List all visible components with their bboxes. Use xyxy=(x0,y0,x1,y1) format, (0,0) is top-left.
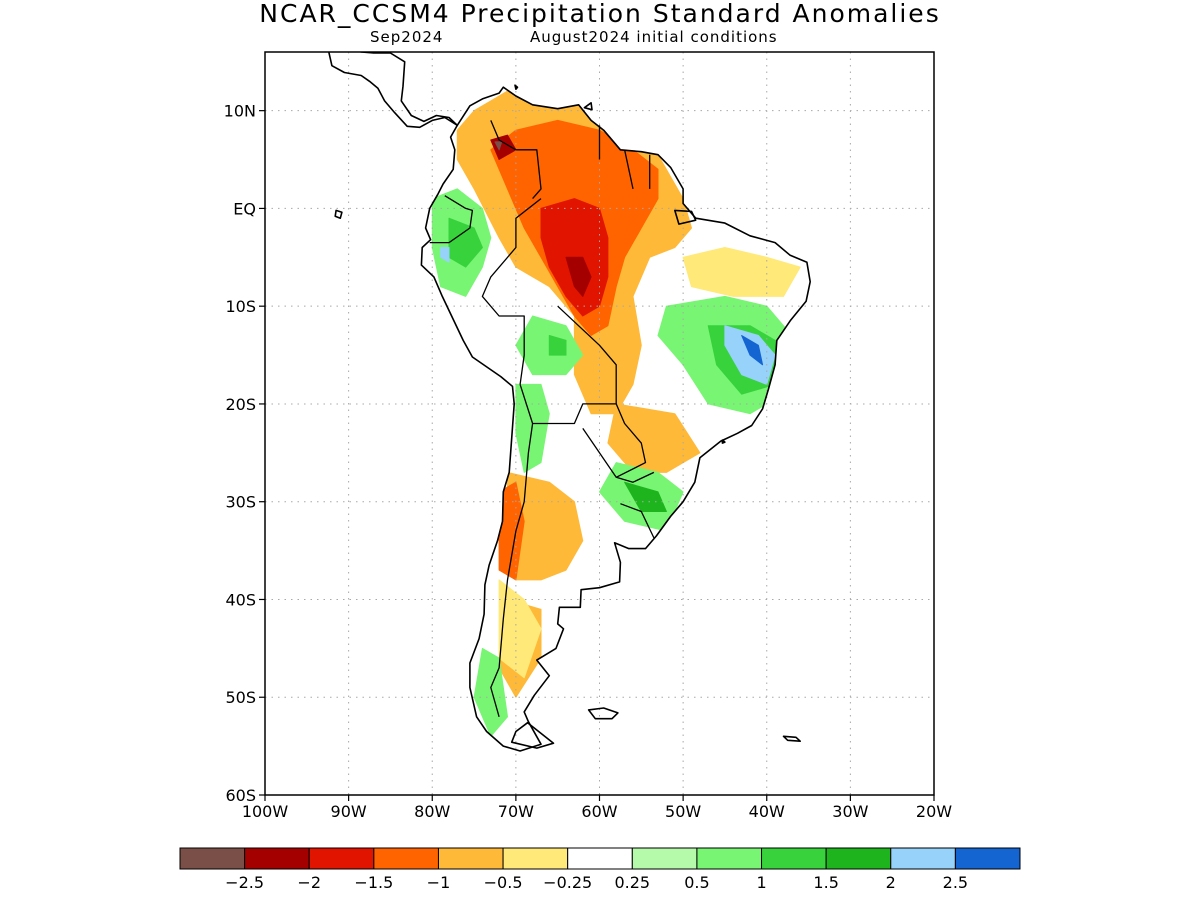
colorbar-swatch xyxy=(890,847,956,870)
coastline-segment xyxy=(327,52,459,129)
lat-label: 40S xyxy=(225,590,256,609)
anomaly-south-chile-wet xyxy=(473,647,508,737)
colorbar-label: −0.25 xyxy=(543,873,592,892)
country-border xyxy=(519,305,617,425)
colorbar-label: 2.5 xyxy=(943,873,968,892)
coastline-segment xyxy=(587,707,619,720)
country-border xyxy=(582,403,647,478)
colorbar-swatch xyxy=(308,847,375,870)
coastline-segment xyxy=(510,721,555,749)
coastline xyxy=(327,52,812,752)
lat-label: 10S xyxy=(225,297,256,316)
lon-label: 100W xyxy=(242,802,289,821)
country-border xyxy=(490,120,542,200)
country-border xyxy=(623,149,634,190)
anomaly-venezuela-core xyxy=(494,141,503,151)
country-border xyxy=(616,471,655,483)
lon-label: 70W xyxy=(498,802,534,821)
map-title: NCAR_CCSM4 Precipitation Standard Anomal… xyxy=(259,0,941,28)
colorbar-swatch xyxy=(631,847,698,870)
coastline-segment xyxy=(583,102,593,111)
land-area xyxy=(511,722,554,749)
colorbar-label: −2.5 xyxy=(225,873,264,892)
lon-label: 50W xyxy=(665,802,701,821)
coastline-segment xyxy=(782,735,802,743)
coastline-segment xyxy=(334,209,343,219)
country-border xyxy=(429,195,474,244)
anomaly-andes-wet xyxy=(515,383,550,473)
colorbar-swatch xyxy=(373,847,439,870)
colorbar-label: 2 xyxy=(886,873,896,892)
anomaly-east-brazil-deep-blue xyxy=(741,335,764,366)
lon-label: 30W xyxy=(832,802,868,821)
colorbar-label: 0.5 xyxy=(684,873,709,892)
lat-label: 30S xyxy=(225,493,256,512)
colorbar-swatch xyxy=(502,847,569,870)
coastline-segment xyxy=(420,86,812,752)
land-area xyxy=(328,52,458,128)
lat-label: 10N xyxy=(224,102,256,121)
colorbar-label: −0.5 xyxy=(484,873,523,892)
colorbar-label: −1 xyxy=(427,873,451,892)
country-border xyxy=(481,198,542,385)
lon-label: 90W xyxy=(331,802,367,821)
colorbar-swatch xyxy=(437,847,504,870)
country-border xyxy=(620,503,655,539)
colorbar-swatch xyxy=(761,847,827,870)
anomaly-bolivia-strong-wet xyxy=(548,335,567,356)
anomaly-patagonia-light-dry xyxy=(498,579,542,679)
lat-label: 50S xyxy=(225,688,256,707)
anomaly-amazon-extreme-dry xyxy=(565,256,592,297)
coastline-segment xyxy=(721,439,726,444)
colorbar: −2.5 −2 −1.5 −1 −0.5 −0.25 0.25 0.5 1 1.5 2 2.5 xyxy=(179,847,1021,892)
anomaly-ne-brazil-light-dry xyxy=(682,247,801,297)
colorbar-swatch xyxy=(244,847,310,870)
colorbar-swatch xyxy=(825,847,892,870)
colorbar-swatch xyxy=(696,847,763,870)
colorbar-label: −2 xyxy=(297,873,321,892)
colorbar-label: −1.5 xyxy=(354,873,393,892)
lat-label: 20S xyxy=(225,395,256,414)
colorbar-swatch xyxy=(954,847,1021,870)
anomaly-central-brazil-dry xyxy=(607,403,701,473)
grid-lines xyxy=(265,52,934,795)
lat-label: EQ xyxy=(233,199,256,218)
lon-label: 60W xyxy=(581,802,617,821)
coastline-segment xyxy=(673,209,697,225)
country-border xyxy=(490,423,534,717)
colorbar-swatch xyxy=(179,847,246,870)
lon-label: 80W xyxy=(414,802,450,821)
lat-label: 60S xyxy=(225,786,256,805)
colorbar-label: 1 xyxy=(756,873,766,892)
lon-label: 20W xyxy=(916,802,952,821)
lon-label: 40W xyxy=(749,802,785,821)
colorbar-label: 1.5 xyxy=(813,873,838,892)
anomaly-ecuador-peru-blue xyxy=(440,247,450,263)
anomaly-layer xyxy=(431,90,801,737)
colorbar-swatch xyxy=(567,847,633,870)
initial-conditions-label: August2024 initial conditions xyxy=(530,28,778,46)
coastline-segment xyxy=(514,84,519,90)
anomaly-chile-strong-dry xyxy=(498,481,525,581)
colorbar-label: 0.25 xyxy=(614,873,650,892)
forecast-month: Sep2024 xyxy=(370,28,444,46)
